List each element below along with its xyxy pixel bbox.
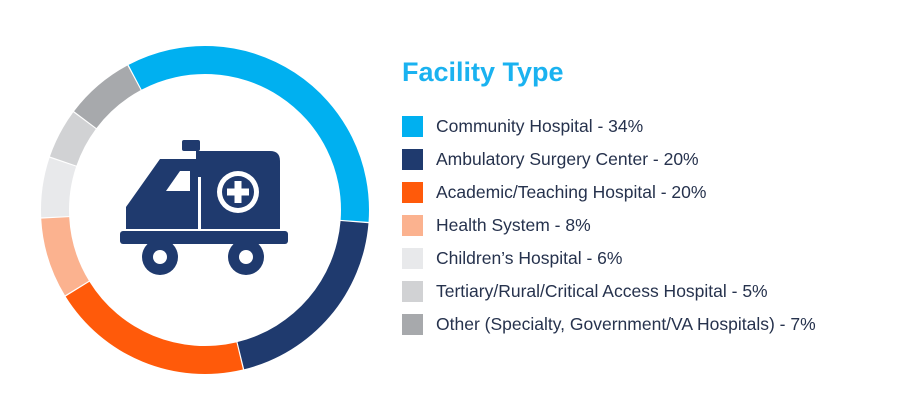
donut-svg: [41, 46, 369, 374]
donut-slice-6: [74, 65, 141, 129]
ambulance-icon: [120, 140, 288, 275]
legend-panel: Facility Type Community Hospital - 34% Am…: [402, 57, 912, 341]
legend-label: Community Hospital - 34%: [436, 115, 644, 136]
legend-swatch: [402, 247, 423, 269]
legend-label: Other (Specialty, Government/VA Hospital…: [436, 313, 816, 334]
legend-swatch: [402, 280, 423, 302]
legend-label: Children’s Hospital - 6%: [436, 247, 623, 268]
legend-item: Children’s Hospital - 6%: [402, 242, 912, 275]
donut-slice-5: [49, 112, 96, 166]
donut-slice-4: [41, 157, 77, 218]
legend-item: Health System - 8%: [402, 209, 912, 242]
legend-label: Tertiary/Rural/Critical Access Hospital …: [436, 280, 768, 301]
legend-item: Tertiary/Rural/Critical Access Hospital …: [402, 275, 912, 308]
donut-slice-1: [237, 220, 369, 370]
legend-swatch: [402, 214, 423, 236]
donut-slice-2: [65, 281, 243, 374]
legend-item: Community Hospital - 34%: [402, 110, 912, 143]
legend-swatch: [402, 148, 423, 170]
legend-swatch: [402, 115, 423, 137]
donut-slice-3: [41, 217, 89, 296]
legend: Community Hospital - 34% Ambulatory Surge…: [402, 110, 912, 341]
donut-chart: [20, 25, 390, 395]
chart-title: Facility Type: [402, 57, 564, 87]
legend-label: Health System - 8%: [436, 214, 591, 235]
legend-swatch: [402, 181, 423, 203]
legend-item: Academic/Teaching Hospital - 20%: [402, 176, 912, 209]
legend-label: Academic/Teaching Hospital - 20%: [436, 181, 707, 202]
legend-item: Other (Specialty, Government/VA Hospital…: [402, 308, 912, 341]
legend-swatch: [402, 313, 423, 335]
legend-label: Ambulatory Surgery Center - 20%: [436, 148, 699, 169]
legend-item: Ambulatory Surgery Center - 20%: [402, 143, 912, 176]
donut-slice-0: [128, 46, 369, 222]
